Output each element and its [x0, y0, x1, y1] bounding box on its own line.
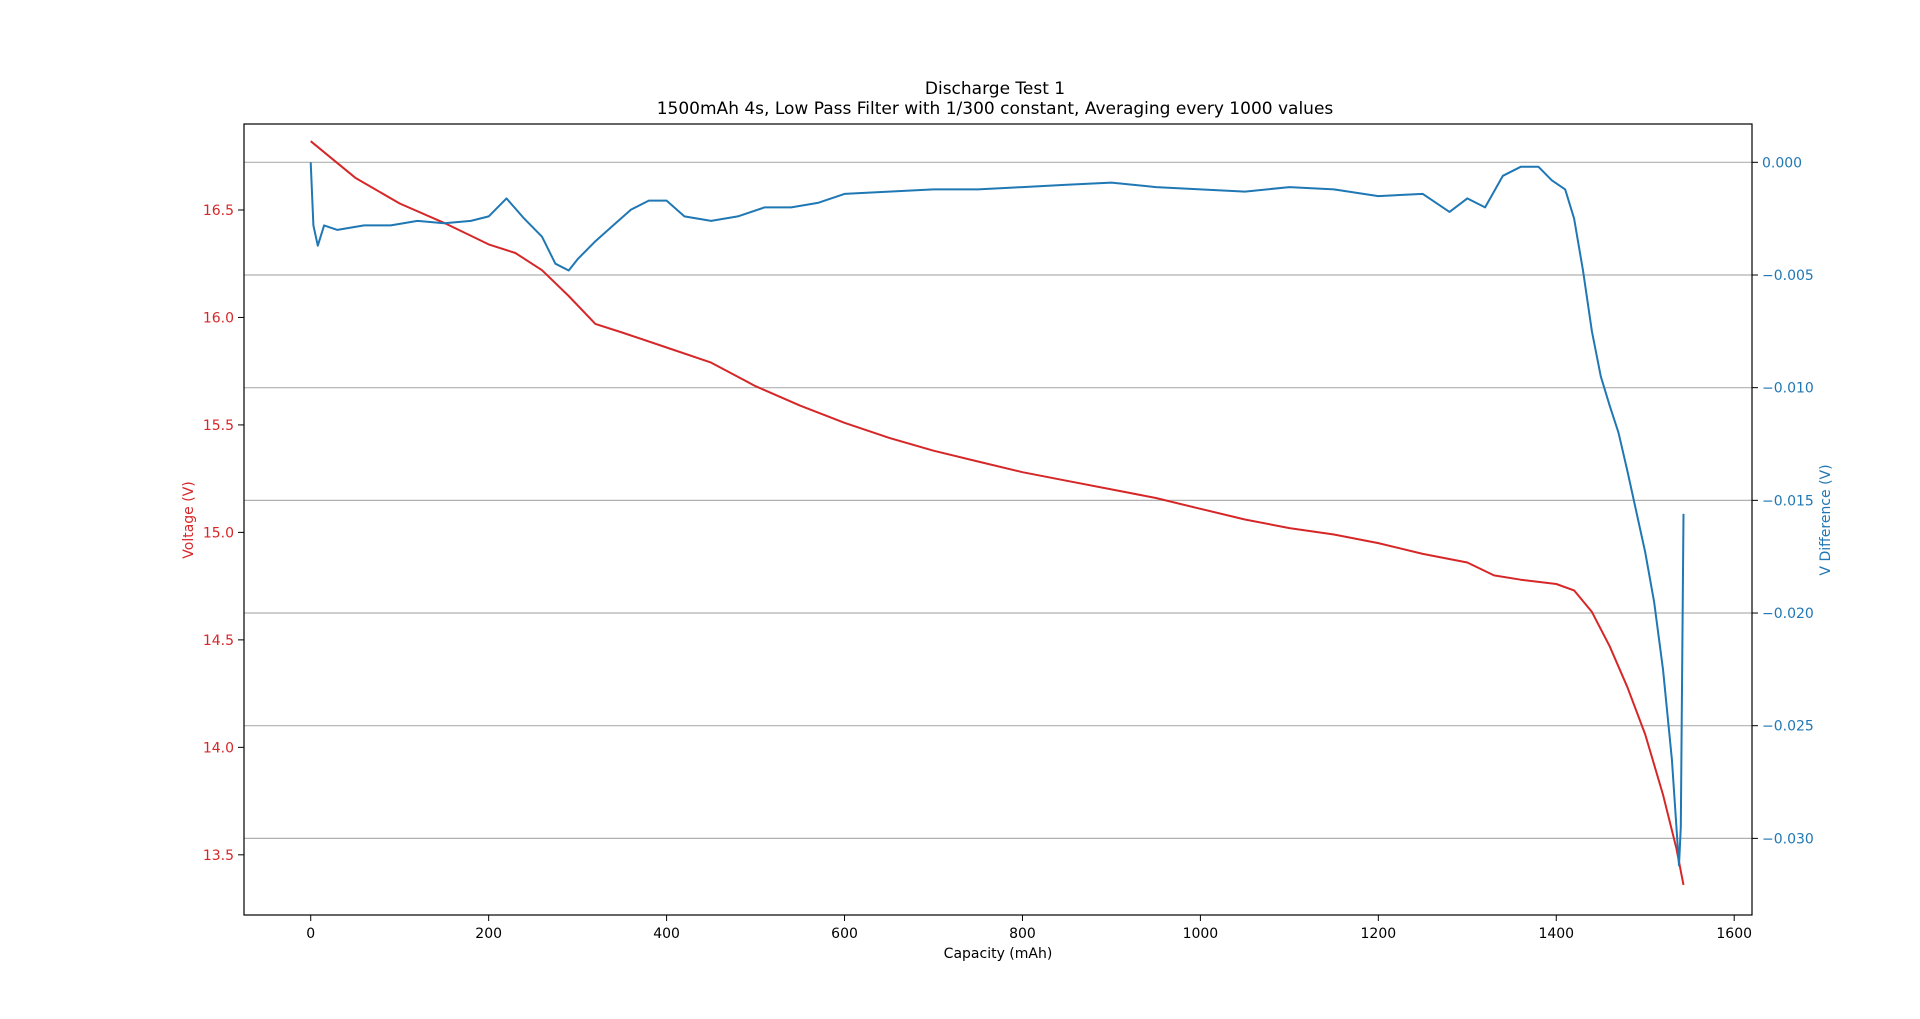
y-right-tick-label: 0.000: [1762, 155, 1802, 171]
x-tick-label: 600: [831, 926, 858, 942]
series-layer: [309, 140, 1685, 886]
x-tick-label: 1600: [1716, 926, 1752, 942]
chart-subtitle: 1500mAh 4s, Low Pass Filter with 1/300 c…: [657, 99, 1334, 119]
y-left-tick-label: 14.5: [203, 633, 234, 649]
y-right-tick-label: −0.020: [1762, 606, 1814, 622]
y-right-axis-label: V Difference (V): [1818, 464, 1834, 575]
x-axis-label: Capacity (mAh): [944, 946, 1053, 962]
y-right-tick-label: −0.010: [1762, 381, 1814, 397]
x-tick-label: 1000: [1183, 926, 1219, 942]
plot-area-frame: [243, 123, 1753, 916]
series-line-voltage: [310, 140, 1685, 886]
y-right-tick-label: −0.030: [1762, 831, 1814, 847]
y-right-tick-label: −0.015: [1762, 493, 1814, 509]
x-tick-label: 400: [653, 926, 680, 942]
y-left-tick-label: 15.0: [203, 525, 234, 541]
y-left-tick-label: 16.0: [203, 310, 234, 326]
x-tick-label: 200: [475, 926, 502, 942]
grid-lines: [244, 161, 1752, 839]
series-line-v-difference: [309, 162, 1685, 867]
y-right-tick-label: −0.025: [1762, 719, 1814, 735]
y-left-tick-label: 16.5: [203, 203, 234, 219]
x-tick-label: 800: [1009, 926, 1036, 942]
x-tick-label: 1200: [1361, 926, 1397, 942]
y-left-tick-label: 15.5: [203, 418, 234, 434]
y-left-tick-label: 14.0: [203, 740, 234, 756]
y-right-tick-label: −0.005: [1762, 268, 1814, 284]
x-tick-label: 1400: [1538, 926, 1574, 942]
y-left-tick-label: 13.5: [203, 848, 234, 864]
x-tick-label: 0: [306, 926, 315, 942]
chart-title: Discharge Test 1: [925, 79, 1065, 99]
y-left-axis-label: Voltage (V): [181, 481, 197, 558]
axes: 0 200 400 600 800 1000 1200 1400 1600 13.5 14.0 14.…: [203, 155, 1814, 942]
